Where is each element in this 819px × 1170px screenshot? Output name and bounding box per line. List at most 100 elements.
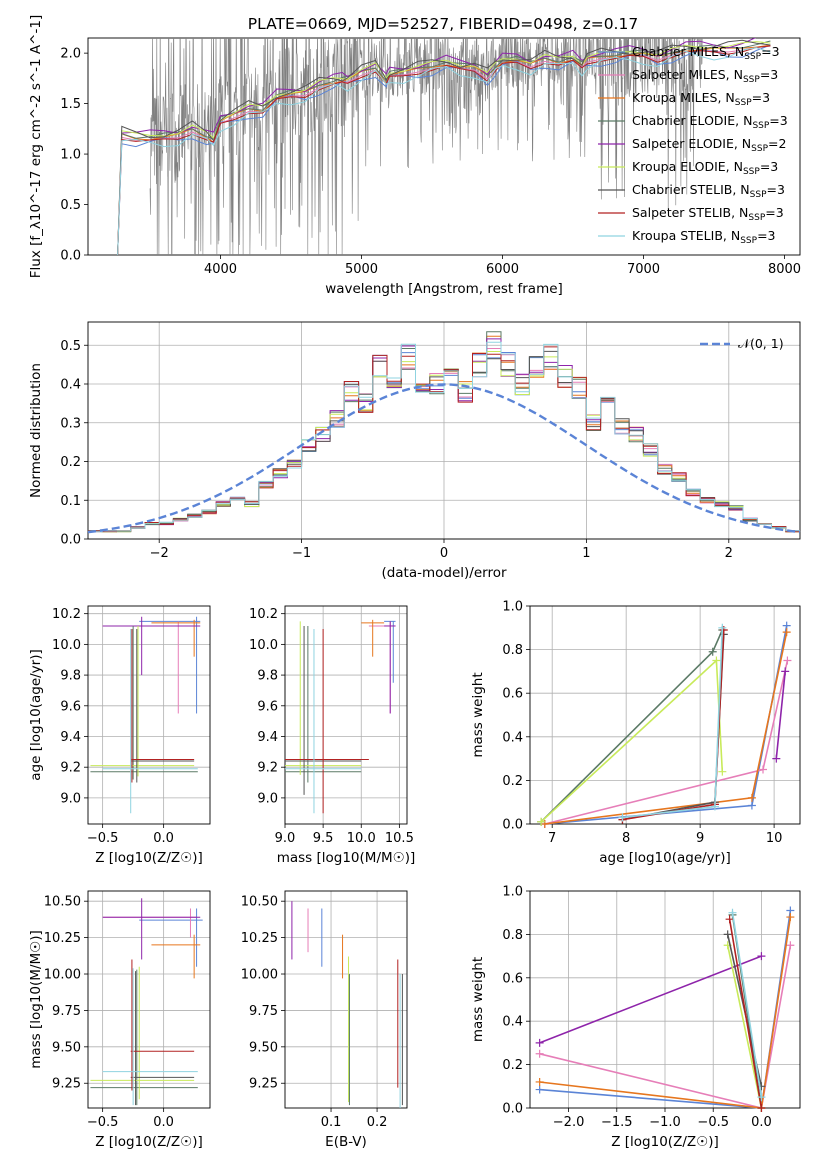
y-tick-label: 9.75 <box>52 1004 81 1019</box>
legend-entry: Salpeter STELIB, NSSP=3 <box>632 205 784 223</box>
age-z-axes: −0.5 0.0 9.0 9.2 9.4 9.6 9.8 10.0 10.2 Z [log10(Z… <box>28 605 211 866</box>
y-tick-label: 1.0 <box>502 885 523 900</box>
x-tick-label: 8 <box>622 831 630 846</box>
model-line <box>117 39 771 255</box>
y-tick-label: 9.2 <box>257 761 278 776</box>
weight-marker <box>728 908 737 917</box>
legend-entry: Salpeter ELODIE, NSSP=2 <box>632 136 786 154</box>
weight-marker <box>747 801 756 810</box>
legend-entry: 𝒩(0, 1) <box>738 336 784 351</box>
y-tick-label: 0.1 <box>60 494 81 509</box>
x-tick-label: −0.5 <box>87 831 119 846</box>
y-tick-label: 10.0 <box>249 638 278 653</box>
weight-marker <box>712 656 721 665</box>
mass-z-axes: −0.5 0.0 9.25 9.50 9.75 10.00 10.25 10.50 Z [log… <box>28 890 211 1150</box>
x-axis-label: E(B-V) <box>325 1134 367 1150</box>
y-tick-label: 0.6 <box>502 687 523 702</box>
y-tick-label: 9.2 <box>60 761 81 776</box>
x-tick-label: 7000 <box>627 262 660 277</box>
legend-entry: Salpeter MILES, NSSP=3 <box>632 67 778 85</box>
age-mass-plot <box>285 619 396 814</box>
y-tick-label: 1.5 <box>60 97 81 112</box>
x-tick-label: 1 <box>582 546 590 561</box>
x-tick-label: 6000 <box>486 262 519 277</box>
weight-marker <box>782 628 791 637</box>
histogram-frame <box>87 321 801 540</box>
histogram-step <box>88 341 800 533</box>
y-tick-label: 10.25 <box>241 931 278 946</box>
y-tick-label: 9.8 <box>257 669 278 684</box>
age-z-frame <box>87 605 211 825</box>
spectrum-frame <box>87 37 801 256</box>
x-tick-label: −2.0 <box>553 1115 585 1130</box>
x-tick-label: 9 <box>696 831 704 846</box>
model-line <box>117 47 771 255</box>
weight-line <box>544 632 788 825</box>
mass-ebv-axes: 0.1 0.2 9.25 9.50 9.75 10.00 10.25 10.50 E(B-V) <box>241 890 408 1150</box>
age-mass-axes: 9.0 9.5 10.0 10.5 9.0 9.2 9.4 9.6 9.8 10.0 10.2 mas… <box>249 605 415 866</box>
y-tick-label: 0.2 <box>502 774 523 789</box>
weight-marker <box>757 1082 766 1091</box>
y-tick-label: 2.0 <box>60 47 81 62</box>
x-axis-label: wavelength [Angstrom, rest frame] <box>325 281 563 297</box>
y-tick-label: 0.5 <box>60 339 81 354</box>
x-tick-label: 10 <box>766 831 783 846</box>
mass-ebv-plot <box>291 901 403 1108</box>
x-axis-label: Z [log10(Z/Z☉)] <box>95 1134 203 1150</box>
legend-entry: Kroupa MILES, NSSP=3 <box>632 90 770 108</box>
y-tick-label: 0.2 <box>60 455 81 470</box>
y-tick-label: 1.0 <box>502 600 523 615</box>
y-tick-label: 0.2 <box>502 1058 523 1073</box>
y-tick-label: 10.00 <box>241 968 278 983</box>
spectrum-plot <box>117 38 771 255</box>
weight-age-frame <box>529 605 801 825</box>
weight-marker <box>535 1038 544 1047</box>
y-tick-label: 1.0 <box>60 148 81 163</box>
weight-marker <box>757 952 766 961</box>
x-tick-label: 9.0 <box>275 831 296 846</box>
x-axis-label: (data-model)/error <box>381 565 507 581</box>
x-tick-label: −2 <box>150 546 169 561</box>
y-tick-label: 0.8 <box>502 928 523 943</box>
weight-marker <box>783 656 792 665</box>
weight-age-plot <box>537 621 792 828</box>
y-tick-label: 0.8 <box>502 643 523 658</box>
x-tick-label: 0.2 <box>367 1115 388 1130</box>
weight-marker <box>759 765 768 774</box>
y-tick-label: 9.75 <box>249 1004 278 1019</box>
weight-marker <box>718 767 727 776</box>
x-tick-label: 0.0 <box>153 831 174 846</box>
weight-line <box>544 660 789 825</box>
y-tick-label: 9.50 <box>52 1040 81 1055</box>
y-tick-label: 9.4 <box>60 730 81 745</box>
weight-marker <box>537 817 546 826</box>
y-tick-label: 10.2 <box>249 607 278 622</box>
y-tick-label: 0.4 <box>60 378 81 393</box>
y-tick-label: 0.4 <box>502 1015 523 1030</box>
legend-entry: Chabrier ELODIE, NSSP=3 <box>632 113 788 131</box>
legend-entry: Chabrier MILES, NSSP=3 <box>632 44 780 62</box>
x-axis-label: Z [log10(Z/Z☉)] <box>95 850 203 866</box>
y-tick-label: 10.0 <box>52 638 81 653</box>
y-tick-label: 9.25 <box>249 1077 278 1092</box>
weight-line <box>726 945 763 1109</box>
legend-entry: Kroupa ELODIE, NSSP=3 <box>632 159 778 177</box>
weight-marker <box>723 930 732 939</box>
weight-marker <box>747 793 756 802</box>
y-tick-label: 9.0 <box>60 791 81 806</box>
mass-z-plot <box>90 898 203 1106</box>
weight-marker <box>757 1093 766 1102</box>
weight-marker <box>786 941 795 950</box>
weight-line <box>728 919 763 1109</box>
x-tick-label: −1 <box>292 546 311 561</box>
y-tick-label: 9.0 <box>257 791 278 806</box>
x-tick-label: 2 <box>725 546 733 561</box>
y-tick-label: 0.6 <box>502 971 523 986</box>
figure-title: PLATE=0669, MJD=52527, FIBERID=0498, z=0… <box>248 15 638 33</box>
weight-line <box>540 629 724 823</box>
x-tick-label: 0.1 <box>321 1115 342 1130</box>
weight-marker <box>718 623 727 632</box>
spectrum-legend: Chabrier MILES, NSSP=3 Salpeter MILES, NS… <box>598 44 788 246</box>
y-tick-label: 10.2 <box>52 607 81 622</box>
x-tick-label: 7 <box>548 831 556 846</box>
